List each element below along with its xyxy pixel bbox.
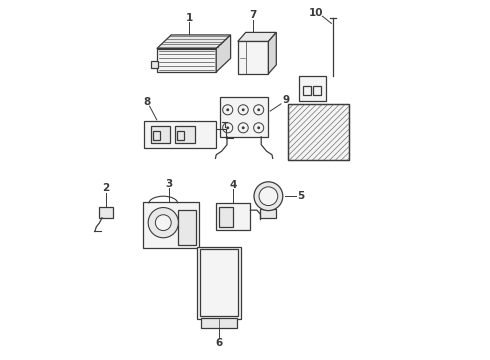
- Bar: [216, 203, 250, 230]
- Bar: [299, 76, 326, 101]
- Bar: [303, 86, 311, 95]
- Bar: [197, 247, 241, 319]
- Bar: [153, 131, 160, 140]
- Polygon shape: [157, 35, 231, 49]
- Bar: [151, 61, 158, 68]
- Text: 5: 5: [297, 191, 304, 201]
- Polygon shape: [238, 41, 269, 74]
- Circle shape: [242, 108, 245, 111]
- Polygon shape: [269, 32, 276, 74]
- Circle shape: [254, 182, 283, 211]
- Polygon shape: [157, 49, 216, 72]
- Text: 7: 7: [249, 10, 257, 20]
- Bar: [220, 97, 269, 137]
- Text: 2: 2: [102, 183, 110, 193]
- Bar: [314, 86, 321, 95]
- Bar: [178, 210, 196, 245]
- Circle shape: [257, 126, 260, 129]
- Circle shape: [226, 126, 229, 129]
- Polygon shape: [238, 32, 276, 41]
- Bar: [261, 209, 276, 218]
- Circle shape: [259, 187, 278, 206]
- Bar: [177, 131, 184, 140]
- Bar: [99, 207, 113, 218]
- Circle shape: [155, 215, 171, 231]
- Text: 10: 10: [309, 8, 323, 18]
- Bar: [288, 104, 349, 160]
- Circle shape: [257, 108, 260, 111]
- Text: 1: 1: [186, 13, 193, 23]
- Text: 4: 4: [230, 180, 237, 190]
- Bar: [144, 202, 199, 248]
- Text: 9: 9: [282, 95, 289, 105]
- Text: 3: 3: [165, 179, 172, 189]
- Polygon shape: [216, 35, 231, 72]
- Bar: [219, 207, 233, 227]
- Bar: [200, 249, 238, 316]
- Bar: [151, 126, 171, 143]
- Bar: [175, 126, 195, 143]
- Bar: [144, 121, 216, 148]
- Circle shape: [242, 126, 245, 129]
- Bar: [288, 104, 349, 160]
- Text: 6: 6: [216, 338, 222, 348]
- Text: 8: 8: [144, 97, 151, 107]
- Circle shape: [148, 207, 178, 238]
- Circle shape: [226, 108, 229, 111]
- Bar: [201, 318, 237, 328]
